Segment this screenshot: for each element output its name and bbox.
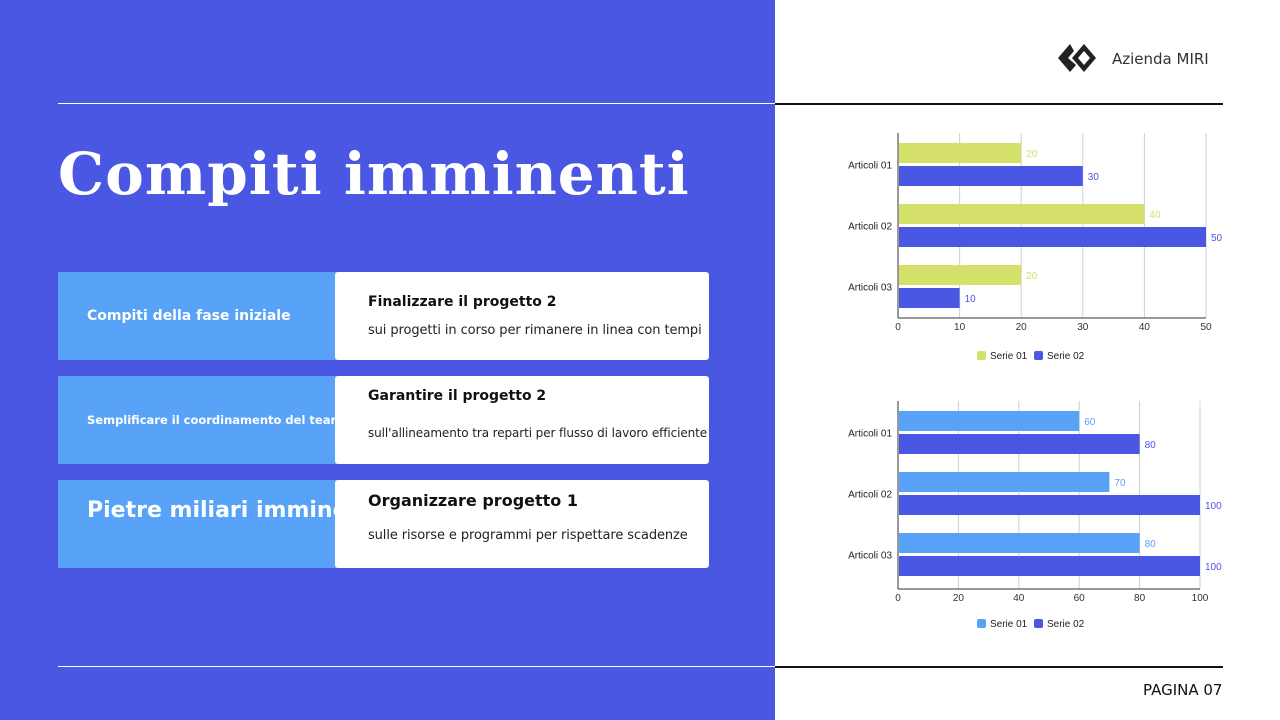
x-tick-label: 20: [1016, 322, 1028, 333]
bar: [899, 265, 1022, 285]
page-number: PAGINA 07: [1143, 681, 1223, 699]
data-label: 30: [1088, 172, 1100, 183]
page-title: Compiti imminenti: [58, 140, 690, 208]
task-detail: sulle risorse e programmi per rispettare…: [368, 528, 688, 543]
bar: [899, 288, 960, 308]
x-tick-label: 10: [954, 322, 966, 333]
task-heading: Garantire il progetto 2: [368, 388, 547, 404]
bar: [899, 533, 1140, 553]
data-label: 20: [1026, 149, 1038, 160]
x-tick-label: 50: [1200, 322, 1212, 333]
x-tick-label: 0: [895, 593, 901, 604]
x-tick-label: 60: [1074, 593, 1086, 604]
legend-swatch: [1034, 619, 1043, 628]
task-detail: sull'allineamento tra reparti per flusso…: [368, 426, 708, 440]
x-tick-label: 20: [953, 593, 965, 604]
x-tick-label: 40: [1139, 322, 1151, 333]
x-tick-label: 40: [1013, 593, 1025, 604]
bar: [899, 143, 1022, 163]
top-divider-right: [775, 103, 1223, 105]
legend-label: Serie 02: [1047, 351, 1085, 362]
bar: [899, 204, 1145, 224]
category-label: Articoli 01: [848, 161, 892, 172]
category-label: Articoli 02: [848, 222, 892, 233]
data-label: 20: [1026, 271, 1038, 282]
task-card: Garantire il progetto 2 sull'allineament…: [335, 376, 709, 464]
legend-swatch: [1034, 351, 1043, 360]
bar: [899, 556, 1200, 576]
task-label-box: Compiti della fase iniziale: [58, 272, 348, 360]
task-heading: Finalizzare il progetto 2: [368, 294, 557, 310]
data-label: 10: [965, 294, 977, 305]
bar: [899, 472, 1110, 492]
bar: [899, 227, 1206, 247]
data-label: 60: [1084, 417, 1096, 428]
legend-swatch: [977, 619, 986, 628]
data-label: 70: [1114, 478, 1126, 489]
data-label: 40: [1149, 210, 1161, 221]
bottom-divider-right: [775, 666, 1223, 668]
left-panel: [0, 0, 775, 720]
task-label: Compiti della fase iniziale: [87, 308, 291, 324]
task-card: Organizzare progetto 1 sulle risorse e p…: [335, 480, 709, 568]
task-heading: Organizzare progetto 1: [368, 491, 578, 510]
task-row: Semplificare il coordinamento del team G…: [58, 376, 709, 464]
data-label: 50: [1211, 233, 1223, 244]
task-row: Pietre miliari imminenti Organizzare pro…: [58, 480, 709, 568]
task-label-box: Semplificare il coordinamento del team: [58, 376, 348, 464]
data-label: 100: [1205, 501, 1222, 512]
legend-label: Serie 01: [990, 351, 1028, 362]
bar-chart-1: 0 10 20 30 40 50 Articoli 01 20 30 Articoli 02 40 5…: [848, 133, 1223, 362]
category-label: Articoli 03: [848, 283, 892, 294]
legend-label: Serie 02: [1047, 619, 1085, 630]
category-label: Articoli 03: [848, 551, 892, 562]
category-label: Articoli 01: [848, 429, 892, 440]
task-detail: sui progetti in corso per rimanere in li…: [368, 323, 702, 338]
legend-label: Serie 01: [990, 619, 1028, 630]
data-label: 80: [1145, 539, 1157, 550]
task-label-box: Pietre miliari imminenti: [58, 480, 348, 568]
bar: [899, 495, 1200, 515]
diamond-logo-icon: [1058, 44, 1096, 72]
bar: [899, 166, 1083, 186]
bar: [899, 434, 1140, 454]
task-card: Finalizzare il progetto 2 sui progetti i…: [335, 272, 709, 360]
top-divider-left: [58, 103, 775, 104]
bar-chart-2: 0 20 40 60 80 100 Articoli 01 60 80 Articoli 02 70…: [848, 401, 1222, 630]
brand-name: Azienda MIRI: [1112, 50, 1209, 68]
bar: [899, 411, 1080, 431]
x-tick-label: 0: [895, 322, 901, 333]
x-tick-label: 80: [1134, 593, 1146, 604]
task-row: Compiti della fase iniziale Finalizzare …: [58, 272, 709, 360]
data-label: 80: [1145, 440, 1157, 451]
task-label: Pietre miliari imminenti: [87, 497, 348, 523]
legend-swatch: [977, 351, 986, 360]
data-label: 100: [1205, 562, 1222, 573]
category-label: Articoli 02: [848, 490, 892, 501]
x-tick-label: 30: [1077, 322, 1089, 333]
x-tick-label: 100: [1192, 593, 1209, 604]
task-label: Semplificare il coordinamento del team: [87, 413, 343, 427]
bottom-divider-left: [58, 666, 775, 667]
